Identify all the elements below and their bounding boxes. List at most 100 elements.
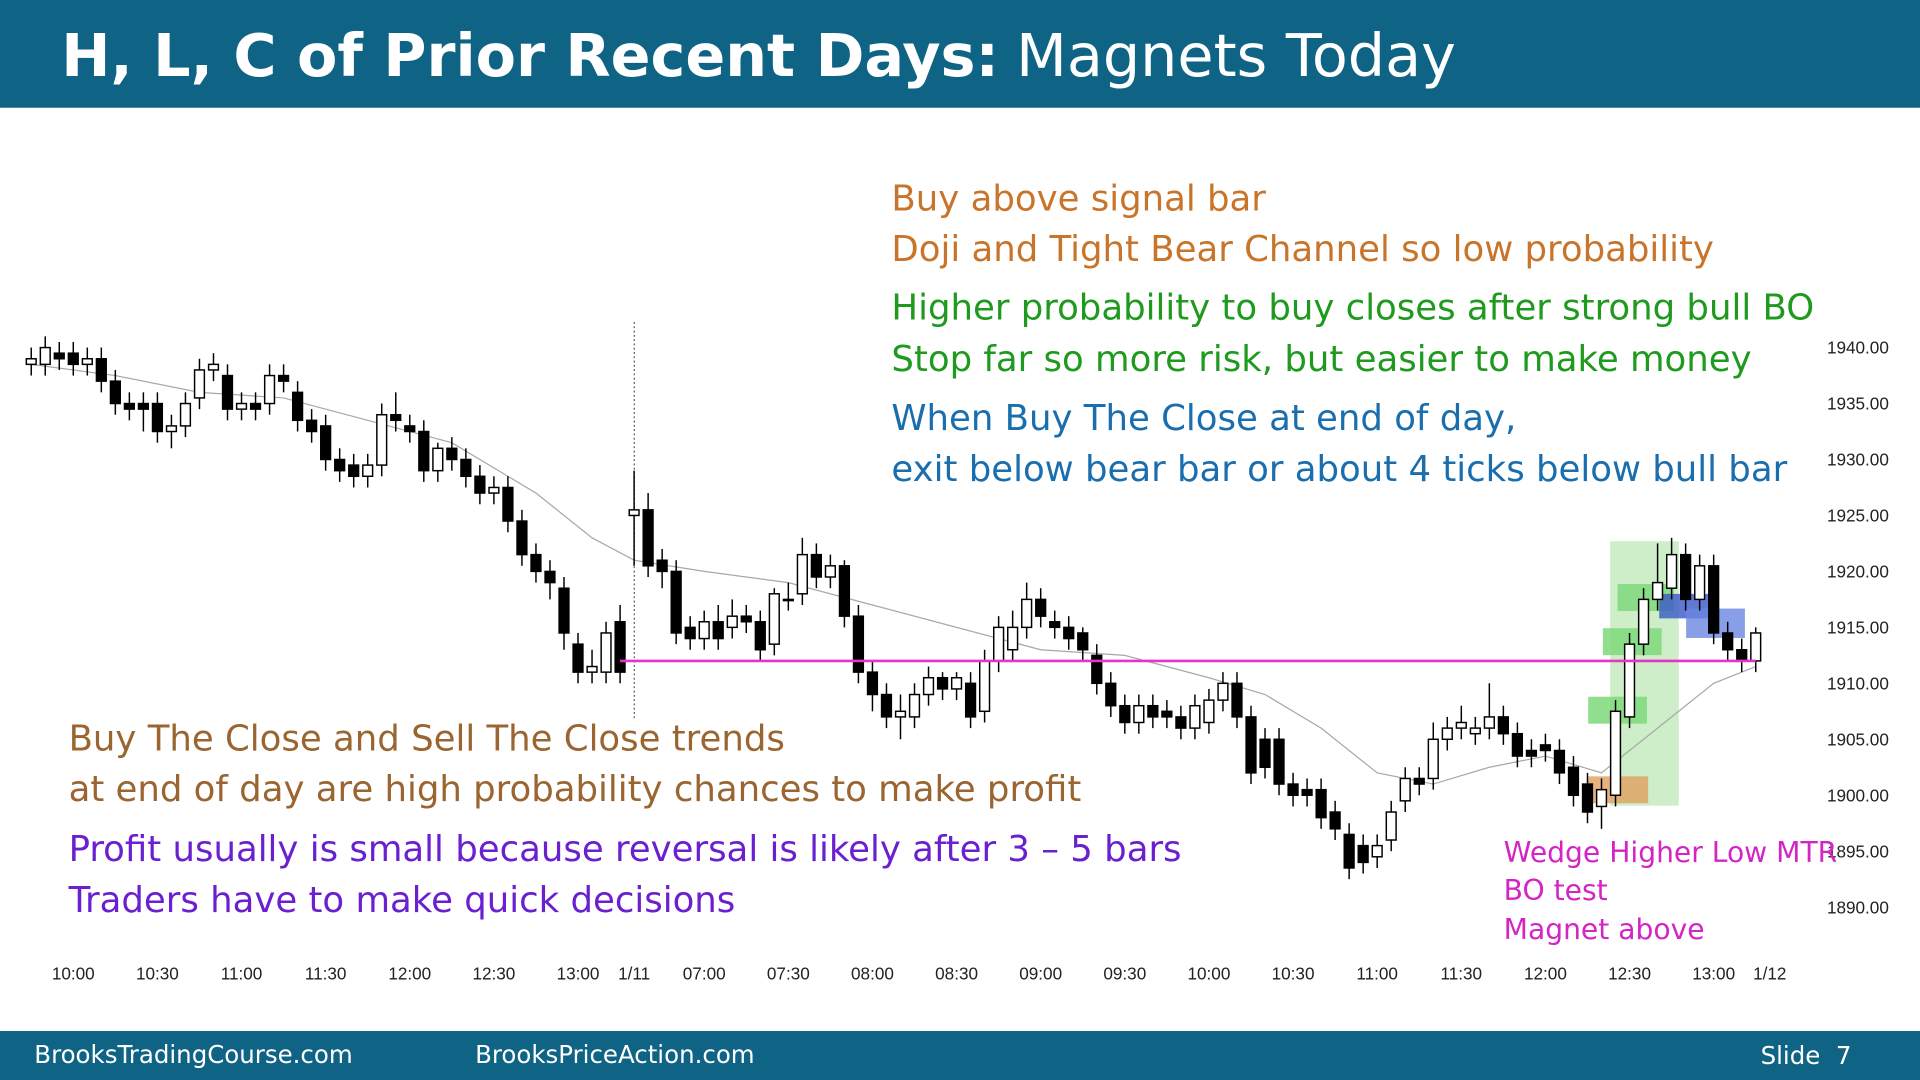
candle-body (992, 626, 1005, 662)
candle-body (1077, 632, 1089, 651)
candle-body (838, 565, 851, 617)
annotation: Wedge Higher Low MTR (1504, 836, 1838, 869)
y-tick-label: 1915.00 (1827, 617, 1889, 637)
candle-body (109, 380, 121, 405)
candle-body (1553, 749, 1566, 774)
candle-body (488, 486, 500, 494)
footer-left: BrooksTradingCourse.com (34, 1040, 352, 1069)
candle-body (866, 671, 879, 696)
candle-body (1694, 565, 1706, 601)
candle-body (1315, 788, 1327, 819)
candle-body (726, 615, 738, 629)
candle-body (1161, 710, 1173, 718)
candle-body (179, 402, 192, 427)
candle-body (418, 430, 430, 472)
candle-body (1413, 777, 1425, 785)
candle-body (1708, 565, 1720, 634)
candle-body (25, 358, 37, 366)
candle-body (1063, 626, 1075, 640)
candle-body (1750, 632, 1762, 662)
y-tick-label: 1935.00 (1827, 394, 1889, 414)
candle-body (908, 693, 921, 718)
title-bar (0, 0, 1920, 108)
candle-body (894, 710, 907, 718)
candle-body (950, 676, 963, 690)
candle-body (880, 693, 893, 718)
candle-body (1035, 598, 1047, 617)
candle-body (1385, 811, 1397, 841)
candle-body (1245, 716, 1257, 774)
candle-body (922, 676, 935, 696)
candle-body (1497, 716, 1510, 735)
y-tick-label: 1895.00 (1827, 841, 1889, 861)
candle-body (1007, 626, 1019, 651)
candle-body (656, 559, 668, 573)
y-tick-label: 1905.00 (1827, 729, 1889, 749)
candle-body (1483, 716, 1495, 729)
y-tick-label: 1940.00 (1827, 338, 1889, 358)
annotation: BO test (1504, 874, 1608, 907)
candle-body (1525, 749, 1538, 757)
title: H, L, C of Prior Recent Days: Magnets Tod… (61, 21, 1456, 90)
candle-body (1665, 553, 1678, 589)
candle-body (1371, 844, 1383, 858)
footer-center: BrooksPriceAction.com (475, 1040, 755, 1069)
candle-body (193, 369, 206, 399)
x-tick-label: 12:00 (388, 964, 431, 984)
candle-body (628, 509, 640, 517)
candle-body (1273, 738, 1285, 785)
candle-body (810, 553, 823, 578)
candle-body (698, 621, 710, 640)
candle-body (1427, 738, 1439, 780)
candle-body (614, 621, 626, 673)
x-tick-label: 13:00 (1692, 964, 1735, 984)
y-tick-label: 1930.00 (1827, 450, 1889, 470)
x-tick-label: 10:00 (52, 964, 95, 984)
annotation: exit below bear bar or about 4 ticks bel… (891, 449, 1787, 490)
candle-body (291, 391, 304, 422)
candle-body (221, 374, 234, 410)
x-tick-label: 11:30 (305, 964, 347, 984)
annotation: Buy above signal bar (891, 179, 1266, 220)
x-tick-label: 11:30 (1441, 964, 1483, 984)
candle-body (1217, 682, 1229, 701)
candle-body (67, 352, 79, 366)
candle-body (235, 402, 248, 410)
annotation: Magnet above (1504, 913, 1705, 946)
candle-body (936, 676, 949, 690)
x-tick-label: 07:00 (683, 964, 726, 984)
candle-body (782, 598, 794, 602)
candle-body (446, 447, 458, 461)
candle-body (334, 458, 346, 472)
candle-body (964, 682, 977, 718)
candle-body (1595, 788, 1608, 808)
candle-body (1399, 777, 1411, 802)
x-tick-label: 09:30 (1103, 964, 1146, 984)
candle-body (1722, 632, 1734, 651)
candle-body (1441, 727, 1453, 741)
candle-body (1119, 704, 1131, 724)
candle-body (432, 447, 444, 472)
title-rest: Magnets Today (1016, 21, 1456, 90)
y-tick-label: 1890.00 (1827, 897, 1889, 917)
candle-body (474, 475, 486, 494)
x-tick-label: 12:30 (1608, 964, 1651, 984)
candle-body (123, 402, 136, 410)
candle-body (306, 419, 318, 433)
candle-body (1287, 783, 1299, 796)
x-tick-label: 1/11 (618, 964, 650, 984)
candle-body (1259, 738, 1271, 769)
candle-body (1049, 621, 1061, 629)
candle-body (1581, 783, 1594, 813)
candle-body (39, 346, 51, 366)
x-tick-label: 08:30 (935, 964, 978, 984)
annotation: at end of day are high probability chanc… (69, 769, 1082, 810)
x-tick-label: 11:00 (221, 964, 263, 984)
candle-body (572, 643, 584, 673)
annotation: Buy The Close and Sell The Close trends (69, 719, 785, 760)
candle-body (404, 425, 416, 433)
candle-body (362, 464, 374, 478)
candle-body (1511, 732, 1524, 757)
candle-body (95, 358, 107, 382)
